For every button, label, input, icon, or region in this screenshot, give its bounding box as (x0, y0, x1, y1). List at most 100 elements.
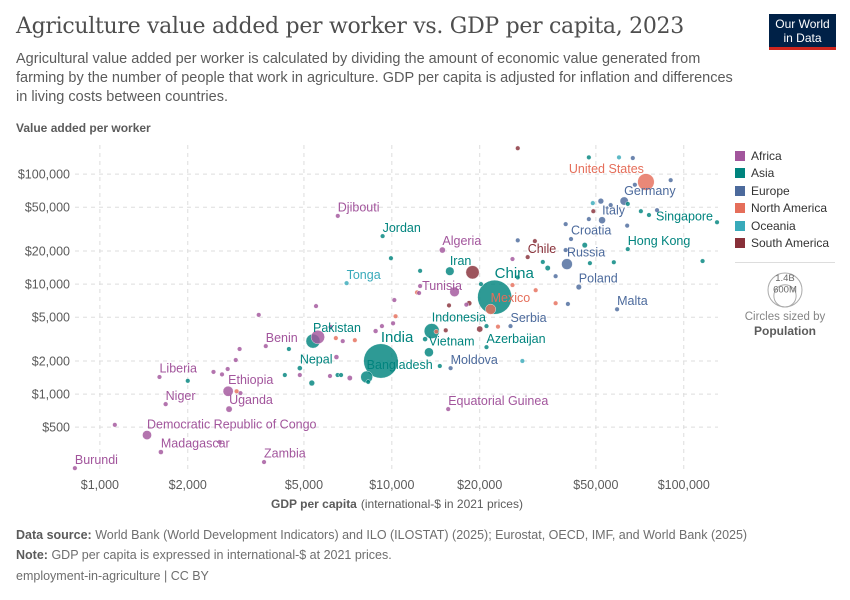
legend-item-south-america[interactable]: South America (735, 235, 829, 253)
data-point-asia[interactable] (587, 260, 593, 266)
data-point-mexico[interactable] (485, 303, 496, 315)
data-point-africa[interactable] (225, 366, 231, 372)
data-point-north-america[interactable] (393, 313, 399, 319)
data-point-singapore[interactable] (714, 219, 720, 225)
data-point-democratic-republic-of-congo[interactable] (142, 430, 152, 440)
data-point-asia[interactable] (365, 379, 371, 385)
data-point-africa[interactable] (391, 297, 397, 303)
data-point-europe[interactable] (668, 177, 674, 183)
data-point-asia[interactable] (638, 208, 644, 214)
data-point-asia[interactable] (515, 274, 521, 280)
data-point-iran[interactable] (445, 266, 455, 276)
legend-item-africa[interactable]: Africa (735, 147, 829, 165)
data-point-south-america[interactable] (476, 325, 483, 333)
data-point-europe[interactable] (553, 273, 559, 279)
data-point-asia[interactable] (483, 323, 489, 329)
owid-logo[interactable]: Our World in Data (769, 14, 836, 50)
data-point-tunisia[interactable] (417, 283, 423, 289)
data-point-europe[interactable] (608, 202, 614, 208)
data-point-uganda[interactable] (225, 405, 233, 413)
data-point-europe[interactable] (632, 182, 638, 188)
data-point-south-america[interactable] (590, 208, 596, 214)
data-point-oceania[interactable] (616, 154, 622, 160)
data-point-united-states[interactable] (637, 173, 655, 191)
source-text[interactable]: World Bank (World Development Indicators… (95, 528, 748, 542)
data-point-asia[interactable] (581, 242, 588, 249)
data-point-vietnam[interactable] (424, 347, 434, 357)
legend-item-asia[interactable]: Asia (735, 165, 829, 183)
data-point-north-america[interactable] (433, 329, 439, 335)
data-point-equatorial-guinea[interactable] (445, 406, 451, 412)
chart-slug[interactable]: employment-in-agriculture | CC BY (16, 569, 209, 583)
data-point-indonesia[interactable] (423, 323, 440, 339)
data-point-hong-kong[interactable] (625, 246, 631, 252)
data-point-malta[interactable] (614, 306, 620, 312)
data-point-tonga[interactable] (344, 280, 350, 286)
data-point-south-america[interactable] (443, 327, 449, 333)
legend-item-oceania[interactable]: Oceania (735, 217, 829, 235)
data-point-africa[interactable] (340, 338, 346, 344)
data-point-europe[interactable] (586, 216, 592, 222)
data-point-asia[interactable] (282, 372, 288, 378)
data-point-africa[interactable] (237, 346, 243, 352)
data-point-africa[interactable] (509, 256, 515, 262)
data-point-africa[interactable] (463, 302, 469, 308)
data-point-asia[interactable] (286, 346, 292, 352)
data-point-north-america[interactable] (333, 335, 339, 341)
data-point-africa[interactable] (219, 371, 225, 377)
data-point-asia[interactable] (185, 378, 191, 384)
data-point-asia[interactable] (700, 258, 706, 264)
data-point-india[interactable] (363, 343, 399, 379)
data-point-africa[interactable] (346, 375, 353, 381)
data-point-south-america[interactable] (532, 238, 538, 244)
data-point-africa[interactable] (379, 323, 385, 329)
data-point-niger[interactable] (163, 401, 169, 407)
legend-item-europe[interactable]: Europe (735, 182, 829, 200)
data-point-africa[interactable] (327, 373, 333, 379)
data-point-asia[interactable] (478, 281, 484, 287)
data-point-asia[interactable] (308, 379, 315, 387)
data-point-zambia[interactable] (261, 459, 267, 465)
data-point-north-america[interactable] (553, 300, 559, 306)
data-point-north-america[interactable] (352, 337, 358, 343)
data-point-africa[interactable] (210, 369, 216, 375)
data-point-africa[interactable] (112, 422, 118, 428)
data-point-south-america[interactable] (446, 302, 452, 308)
data-point-north-america[interactable] (509, 282, 515, 288)
data-point-africa[interactable] (233, 357, 239, 363)
data-point-europe[interactable] (563, 247, 569, 253)
data-point-madagascar[interactable] (158, 449, 164, 455)
data-point-asia[interactable] (422, 336, 428, 342)
data-point-europe[interactable] (597, 198, 604, 205)
data-point-russia[interactable] (561, 258, 573, 270)
data-point-azerbaijan[interactable] (483, 344, 489, 350)
data-point-ethiopia[interactable] (222, 385, 234, 397)
data-point-jordan[interactable] (380, 233, 386, 239)
data-point-africa[interactable] (328, 324, 334, 330)
data-point-asia[interactable] (437, 363, 443, 369)
data-point-south-america[interactable] (515, 145, 521, 151)
data-point-djibouti[interactable] (335, 213, 341, 219)
data-point-europe[interactable] (515, 237, 521, 243)
data-point-asia[interactable] (540, 259, 546, 265)
data-point-europe[interactable] (565, 301, 571, 307)
data-point-algeria[interactable] (439, 246, 446, 254)
data-point-nepal[interactable] (297, 365, 303, 371)
data-point-europe[interactable] (624, 223, 630, 229)
data-point-oceania[interactable] (519, 358, 525, 364)
data-point-africa[interactable] (310, 330, 325, 345)
data-point-asia[interactable] (388, 255, 394, 261)
data-point-liberia[interactable] (156, 374, 162, 380)
data-point-italy[interactable] (598, 216, 606, 224)
data-point-benin[interactable] (263, 343, 269, 349)
data-point-serbia[interactable] (508, 323, 514, 329)
data-point-china[interactable] (477, 279, 512, 315)
data-point-africa[interactable] (390, 320, 396, 326)
data-point-africa[interactable] (333, 354, 340, 360)
data-point-africa[interactable] (217, 439, 223, 445)
data-point-moldova[interactable] (448, 365, 454, 371)
data-point-africa[interactable] (416, 290, 422, 296)
data-point-oceania[interactable] (590, 200, 596, 206)
data-point-africa[interactable] (297, 372, 303, 378)
data-point-europe[interactable] (630, 155, 636, 161)
